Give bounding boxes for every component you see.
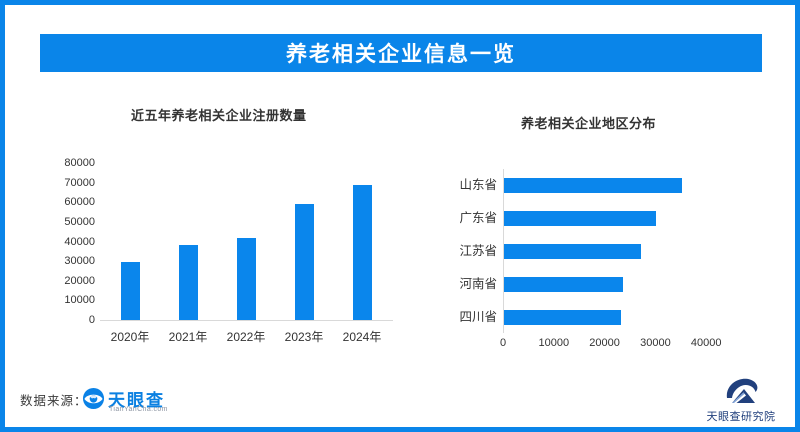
bar-江苏省 [504, 243, 642, 259]
bar-2024年 [352, 184, 372, 320]
bar-四川省 [504, 309, 621, 325]
y-category-label: 江苏省 [459, 243, 497, 258]
y-category-label: 山东省 [459, 178, 497, 193]
right-chart-title: 养老相关企业地区分布 [521, 116, 657, 131]
x-tick-label: 0 [499, 337, 507, 349]
x-tick-label: 30000 [640, 337, 671, 349]
brand-domain: TianYanCha.com [109, 406, 168, 413]
page-title-banner: 养老相关企业信息一览 [40, 34, 762, 72]
bar-河南省 [504, 276, 624, 292]
x-category-label: 2021年 [168, 330, 208, 344]
x-category-label: 2020年 [110, 330, 150, 344]
y-tick-label: 50000 [64, 215, 95, 228]
x-tick-label: 10000 [538, 337, 570, 349]
bar-广东省 [504, 211, 657, 227]
y-tick-label: 20000 [64, 274, 95, 287]
y-tick-label: 70000 [64, 176, 95, 189]
y-axis-line [503, 169, 504, 333]
tianyancha-research-wave-icon [726, 378, 758, 403]
institute-name: 天眼查研究院 [706, 411, 776, 423]
x-category-label: 2023年 [284, 330, 324, 344]
bar-2020年 [120, 262, 140, 320]
y-tick-label: 10000 [64, 294, 95, 307]
left-chart-title: 近五年养老相关企业注册数量 [131, 108, 307, 123]
y-category-label: 四川省 [459, 309, 497, 324]
y-tick-label: 0 [88, 314, 95, 326]
y-category-label: 河南省 [459, 276, 497, 291]
bar-2021年 [178, 245, 198, 320]
x-tick-label: 20000 [589, 337, 620, 349]
data-source-label: 数据来源： [20, 394, 88, 408]
x-category-label: 2022年 [226, 330, 266, 344]
y-tick-label: 60000 [64, 196, 95, 209]
x-category-label: 2024年 [342, 330, 382, 344]
bar-2022年 [236, 237, 256, 320]
x-axis-line [100, 320, 393, 321]
bar-山东省 [504, 178, 682, 194]
x-tick-label: 40000 [690, 337, 722, 349]
bar-2023年 [294, 204, 314, 320]
y-category-label: 广东省 [459, 211, 497, 226]
brand-name: 天眼查 [108, 391, 165, 410]
page-title: 养老相关企业信息一览 [286, 43, 516, 66]
y-tick-label: 30000 [64, 255, 95, 268]
tianyancha-eye-icon [82, 387, 105, 410]
y-tick-label: 40000 [64, 235, 95, 248]
y-tick-label: 80000 [64, 157, 95, 169]
